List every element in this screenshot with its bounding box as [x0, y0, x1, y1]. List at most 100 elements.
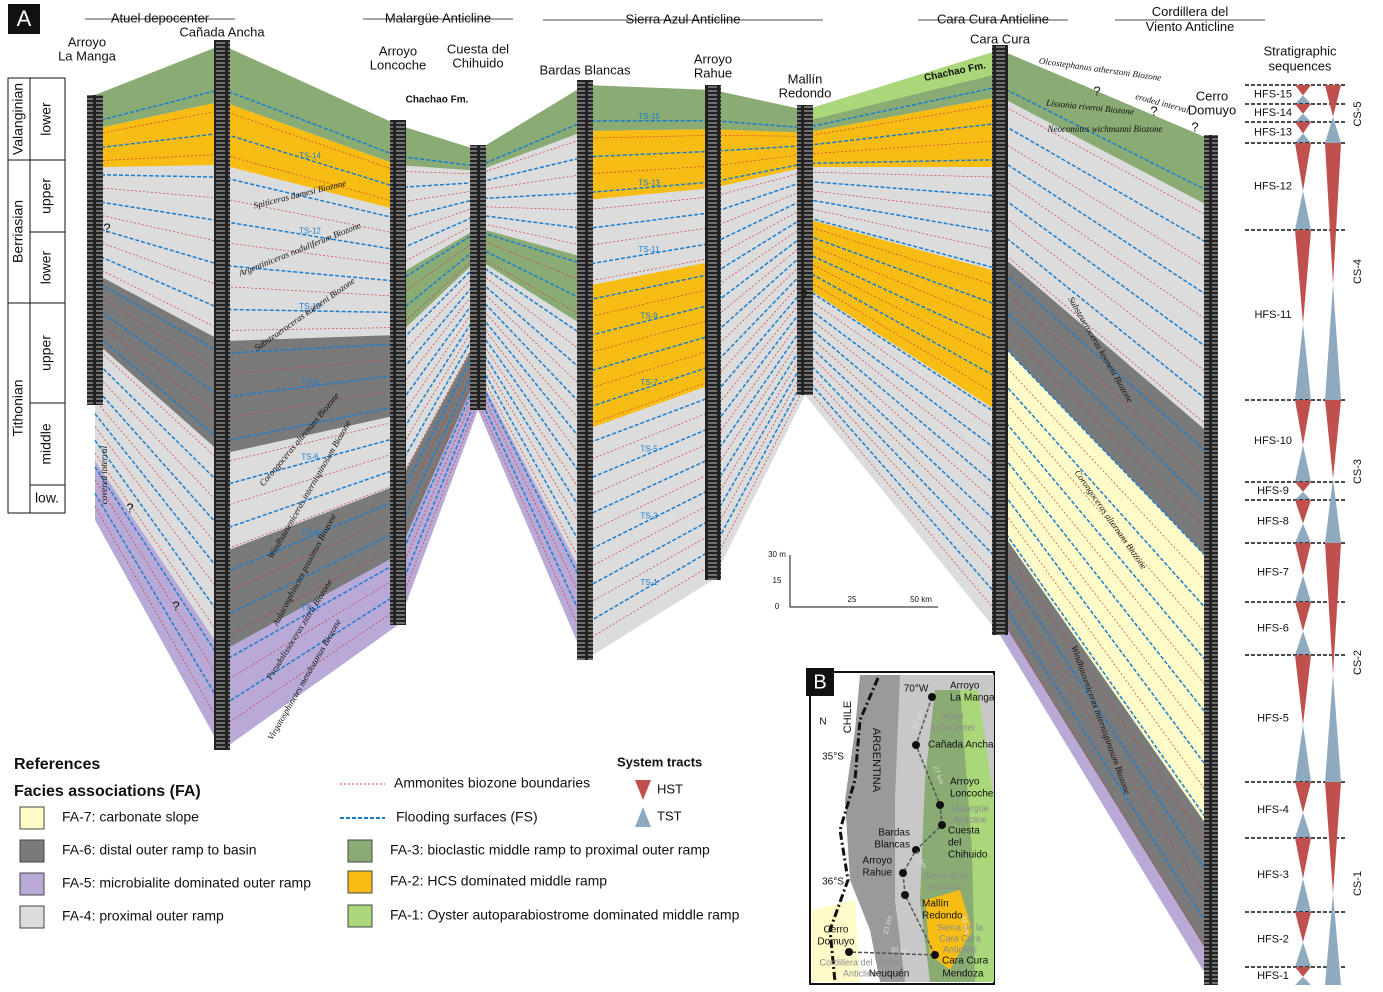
- legend: References Facies associations (FA) FA-7: …: [14, 754, 740, 929]
- flooding-surface-label: TS-14: [299, 151, 321, 160]
- flooding-surface-label: TS-5: [640, 445, 658, 454]
- anticline-header: Cordillera del Viento Anticline: [1146, 4, 1235, 34]
- biozone-boundary: [94, 189, 1213, 377]
- hfs-label: HFS-14: [1254, 107, 1292, 119]
- hfs-label: HFS-6: [1257, 622, 1289, 634]
- site-dot: [931, 951, 939, 959]
- cs-label: CS-1: [1352, 871, 1364, 896]
- hfs-label: HFS-15: [1254, 88, 1292, 100]
- site-label: Rahue: [863, 868, 893, 879]
- tst-key: [635, 807, 651, 827]
- hst-triangle: [1325, 85, 1341, 117]
- section-name: Arroyo: [68, 34, 106, 49]
- flooding-surface: [94, 158, 1213, 300]
- map-text: 35°S: [822, 752, 844, 763]
- hst-triangle: [1295, 543, 1311, 576]
- facies-swatch: [19, 839, 45, 863]
- fa6-area: [222, 337, 478, 652]
- hst-triangle: [1295, 967, 1311, 977]
- question-mark: ?: [103, 220, 110, 235]
- section-name: La Manga: [58, 48, 117, 63]
- facies-swatch: [19, 872, 45, 896]
- tst-triangle: [1295, 445, 1311, 482]
- tst-triangle: [1295, 575, 1311, 602]
- sequences-title: Stratigraphic: [1264, 43, 1337, 58]
- biozone-boundary: [94, 385, 1213, 958]
- tst-triangle: [1295, 631, 1311, 655]
- hst-triangle: [1295, 85, 1311, 96]
- section-name: Redondo: [779, 85, 832, 100]
- site-label: Arroyo: [863, 856, 893, 867]
- line-label: Ammonites biozone boundaries: [394, 775, 590, 791]
- question-mark: ?: [1150, 103, 1157, 118]
- hst-triangle: [1295, 230, 1311, 324]
- tst-triangle: [1295, 878, 1311, 912]
- question-mark: ?: [126, 500, 133, 515]
- section-log: [992, 45, 1008, 635]
- hfs-label: HFS-9: [1257, 485, 1289, 497]
- site-dot: [938, 821, 946, 829]
- flooding-surface-label: TS-9: [640, 312, 658, 321]
- scale-bar: [789, 555, 938, 608]
- facies-label: FA-3: bioclastic middle ramp to proximal…: [390, 842, 710, 858]
- site-label: Mallín: [922, 899, 949, 910]
- hfs-label: HFS-7: [1257, 566, 1289, 578]
- domuyo-yellow: [812, 900, 860, 982]
- section-log: [214, 40, 230, 750]
- fold-belt-lightgreen: [960, 690, 994, 982]
- tst-triangle: [1295, 323, 1311, 400]
- hst-triangle: [1295, 400, 1311, 446]
- site-label: Cerro: [823, 925, 848, 936]
- fa5-area: [1000, 617, 1212, 985]
- hfs-label: HFS-8: [1257, 515, 1289, 527]
- tst-triangle: [1295, 812, 1311, 838]
- scale-label: 50 km: [910, 595, 932, 604]
- tst-triangle: [1295, 523, 1311, 543]
- cs-label: CS-3: [1352, 459, 1364, 484]
- flooding-surface-label: TS-11: [638, 245, 660, 254]
- tst-triangle: [1325, 478, 1341, 543]
- map-text: ARGENTINA: [870, 728, 882, 793]
- panel-label-box: [8, 4, 40, 34]
- flooding-surface-label: TS-15: [638, 112, 660, 121]
- section-name: Loncoche: [370, 57, 426, 72]
- scale-label: 15: [773, 576, 782, 585]
- section-log: [470, 145, 486, 410]
- section-name: Arroyo: [379, 43, 417, 58]
- tst-triangle: [1295, 113, 1311, 122]
- flooding-surface-label: TS-7: [640, 378, 658, 387]
- hst-triangle: [1295, 782, 1311, 813]
- site-label: Cuesta: [948, 826, 980, 837]
- hfs-label: HFS-11: [1254, 309, 1291, 321]
- scale-label: 0: [775, 602, 780, 611]
- fa2-area: [585, 96, 1000, 200]
- biozone-boundary: [94, 313, 1213, 747]
- section-name: Rahue: [694, 65, 732, 80]
- stage-label: Tithonian: [10, 379, 26, 436]
- substage-box: [29, 484, 66, 514]
- flooding-surface-label: TS-3: [640, 511, 658, 520]
- border-line: [828, 677, 880, 983]
- hst-triangle: [1295, 602, 1311, 632]
- region-label: Malargüe: [951, 803, 989, 813]
- stage-label: Berriasian: [10, 200, 26, 263]
- question-mark: ?: [1093, 83, 1100, 98]
- site-dot: [936, 801, 944, 809]
- tst-triangle: [1325, 284, 1341, 400]
- formation-label: Chachao Fm.: [406, 95, 469, 106]
- tst-triangle: [1295, 95, 1311, 104]
- hfs-label: HFS-2: [1257, 933, 1289, 945]
- tst-triangle: [1295, 491, 1311, 500]
- facies-swatch: [347, 904, 373, 928]
- flooding-surface-label: TS-1: [640, 578, 658, 587]
- section-log: [390, 120, 406, 625]
- hst-triangle: [1295, 482, 1311, 492]
- site-label: La Manga: [950, 693, 995, 704]
- anticline-header: Malargüe Anticline: [385, 10, 491, 25]
- site-label: Arroyo: [950, 681, 980, 692]
- hfs-label: HFS-13: [1254, 126, 1292, 138]
- flooding-surface-label: TS-8: [301, 377, 319, 386]
- hst-triangle: [1325, 543, 1341, 675]
- hfs-label: HFS-3: [1257, 869, 1289, 881]
- tst-triangle: [1295, 724, 1311, 782]
